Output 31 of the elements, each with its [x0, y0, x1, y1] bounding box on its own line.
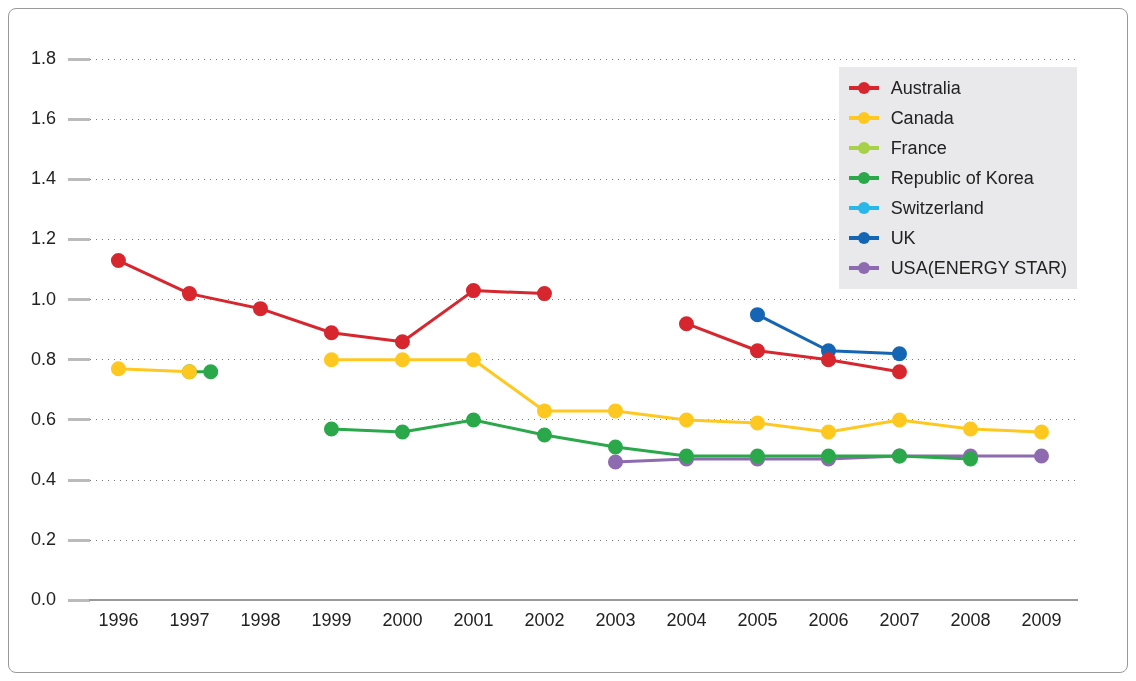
legend-label: Australia — [890, 77, 961, 99]
legend-label: France — [890, 137, 947, 159]
legend-label: Switzerland — [890, 197, 984, 219]
y-tick-label: 1.0 — [30, 288, 57, 309]
x-tick-label: 2000 — [382, 610, 423, 631]
y-tick-label: 0.6 — [30, 408, 57, 429]
y-tick-label: 1.6 — [30, 108, 57, 129]
y-tick-label: 0.4 — [30, 469, 57, 490]
y-tick-label: 1.4 — [30, 168, 57, 189]
x-tick-label: 2002 — [524, 610, 565, 631]
x-tick-label: 1996 — [98, 610, 139, 631]
x-tick-label: 2006 — [808, 610, 849, 631]
x-tick-label: 2008 — [950, 610, 991, 631]
x-tick-label: 2003 — [595, 610, 636, 631]
x-tick-label: 2001 — [453, 610, 494, 631]
y-tick-label: 0.0 — [30, 589, 57, 610]
x-tick-label: 2009 — [1021, 610, 1062, 631]
legend-label: USA(ENERGY STAR) — [890, 257, 1067, 279]
legend-label: Canada — [890, 107, 954, 129]
legend-label: Republic of Korea — [890, 167, 1034, 189]
y-tick-label: 1.8 — [30, 47, 57, 68]
x-tick-label: 1999 — [311, 610, 352, 631]
x-tick-label: 1997 — [169, 610, 210, 631]
y-tick-label: 1.2 — [30, 228, 57, 249]
y-tick-label: 0.2 — [30, 529, 57, 550]
x-tick-label: 2007 — [879, 610, 920, 631]
x-tick-label: 2005 — [737, 610, 778, 631]
x-tick-label: 2004 — [666, 610, 707, 631]
x-tick-label: 1998 — [240, 610, 281, 631]
legend-label: UK — [890, 227, 916, 249]
y-tick-label: 0.8 — [30, 348, 57, 369]
